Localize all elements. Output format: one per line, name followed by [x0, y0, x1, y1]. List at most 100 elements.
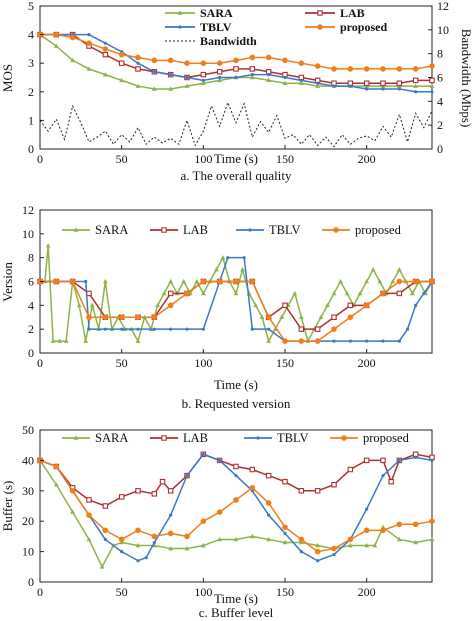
- data-point-sara: [217, 77, 223, 83]
- data-point-sara: [357, 290, 363, 296]
- data-point-proposed: [233, 278, 239, 285]
- data-point-sara: [292, 290, 298, 296]
- data-point-sara: [220, 255, 226, 260]
- data-point-proposed: [118, 51, 125, 58]
- data-point-sara: [338, 278, 343, 284]
- data-point-sara: [233, 536, 239, 542]
- data-point-lab: [380, 80, 386, 86]
- data-point-proposed: [363, 527, 370, 534]
- data-point-proposed: [282, 524, 288, 531]
- data-point-lab: [298, 326, 305, 332]
- x-tick-label: 200: [358, 356, 376, 370]
- data-point-tblv: [152, 70, 156, 74]
- data-point-lab: [118, 60, 125, 66]
- data-point-lab: [135, 488, 141, 494]
- y-tick-label: 0: [28, 346, 34, 360]
- data-point-proposed: [200, 278, 207, 285]
- series-line-sara: [40, 245, 433, 344]
- data-point-sara: [396, 536, 402, 542]
- data-point-proposed: [412, 278, 419, 285]
- data-point-sara: [298, 314, 304, 320]
- data-point-tblv: [348, 339, 352, 343]
- y-right-tick-label: 8: [437, 47, 443, 61]
- data-point-proposed: [347, 314, 354, 321]
- data-point-tblv: [299, 550, 303, 554]
- y-right-tick-label: 6: [437, 71, 443, 85]
- data-point-sara: [168, 278, 174, 284]
- y-tick-label: 2: [28, 85, 34, 99]
- data-point-tblv: [381, 87, 385, 91]
- data-point-sara: [161, 290, 167, 296]
- data-point-sara: [410, 290, 415, 296]
- data-point-proposed: [167, 57, 174, 64]
- data-point-proposed: [298, 60, 305, 66]
- x-axis-label: Time (s): [214, 591, 258, 606]
- data-point-lab: [298, 488, 305, 494]
- data-point-sara: [344, 290, 350, 296]
- data-point-tblv: [381, 474, 385, 478]
- y-right-tick-label: 2: [437, 118, 443, 132]
- data-point-sara: [83, 338, 89, 343]
- data-point-proposed: [184, 533, 190, 540]
- legend-marker-tblv: [256, 436, 260, 440]
- series-line-proposed: [40, 280, 432, 342]
- data-point-sara: [70, 509, 76, 514]
- data-point-tblv: [365, 507, 369, 511]
- data-point-proposed: [53, 463, 60, 470]
- data-point-proposed: [412, 66, 419, 72]
- data-point-tblv: [332, 84, 336, 88]
- data-point-lab: [118, 494, 125, 500]
- legend-label-sara: SARA: [95, 431, 128, 445]
- x-axis-label: Time (s): [214, 377, 258, 392]
- series-group: [37, 451, 435, 569]
- data-point-tblv: [348, 84, 352, 88]
- data-point-tblv: [185, 75, 189, 80]
- data-point-lab: [314, 326, 321, 332]
- x-tick-label: 50: [116, 585, 128, 599]
- legend-label-lab: LAB: [340, 6, 365, 20]
- data-point-lab: [86, 290, 92, 297]
- data-point-proposed: [380, 527, 386, 534]
- data-point-proposed: [265, 54, 272, 61]
- data-point-sara: [331, 290, 337, 296]
- data-point-sara: [135, 83, 141, 88]
- data-point-sara: [259, 314, 265, 320]
- data-point-sara: [45, 243, 51, 248]
- data-point-lab: [388, 478, 394, 485]
- data-point-tblv: [185, 327, 189, 331]
- y-tick-label: 40: [22, 453, 34, 467]
- data-point-proposed: [265, 500, 272, 506]
- data-point-lab: [151, 491, 158, 497]
- data-point-proposed: [347, 66, 354, 72]
- data-point-sara: [233, 290, 239, 296]
- data-point-sara: [53, 43, 59, 48]
- data-point-sara: [266, 77, 272, 83]
- legend-marker-tblv: [178, 25, 182, 29]
- data-point-proposed: [298, 338, 305, 344]
- data-point-sara: [279, 314, 285, 320]
- data-point-lab: [314, 488, 321, 494]
- data-point-tblv: [144, 556, 148, 560]
- legend-label-lab: LAB: [183, 223, 208, 237]
- x-tick-label: 0: [37, 585, 43, 599]
- data-point-sara: [429, 536, 435, 542]
- data-point-proposed: [282, 338, 288, 344]
- data-point-proposed: [167, 530, 174, 537]
- y-tick-label: 20: [22, 514, 34, 528]
- data-point-proposed: [396, 66, 403, 72]
- data-point-tblv: [316, 559, 320, 563]
- x-tick-label: 100: [194, 152, 212, 166]
- y-right-tick-label: 10: [437, 23, 449, 37]
- data-point-tblv: [218, 458, 222, 462]
- data-point-proposed: [53, 31, 60, 38]
- data-point-sara: [155, 302, 160, 308]
- data-point-tblv: [414, 90, 418, 94]
- data-point-sara: [119, 77, 125, 83]
- data-point-proposed: [429, 518, 435, 524]
- data-point-proposed: [53, 278, 60, 285]
- legend: SARA LAB TBLV proposed: [62, 431, 410, 445]
- legend-marker-sara: [73, 227, 79, 232]
- data-point-tblv: [201, 452, 205, 456]
- data-point-proposed: [380, 290, 386, 297]
